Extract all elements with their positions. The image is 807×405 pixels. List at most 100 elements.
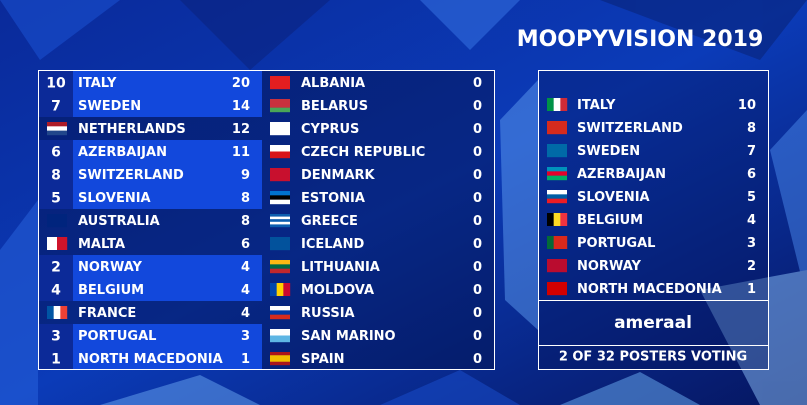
flag: [270, 168, 290, 182]
flag-stripe: [270, 268, 290, 274]
country-name: SLOVENIA: [577, 190, 650, 205]
flag: [270, 145, 290, 159]
points-badge: [39, 324, 73, 347]
row-background: [39, 209, 262, 232]
flag-stripe: [270, 214, 290, 217]
flag: [547, 98, 568, 111]
points-badge: [39, 140, 73, 163]
country-name: ALBANIA: [301, 76, 365, 91]
score-row: 2 NORWAY 4: [39, 255, 262, 278]
score-row: ALBANIA 0: [262, 71, 494, 94]
score-row: CZECH REPUBLIC 0: [262, 140, 494, 163]
row-background: [262, 301, 494, 324]
flag-stripe: [270, 191, 290, 196]
points-badge: [39, 278, 73, 301]
points-received: 2: [51, 260, 61, 276]
total-points: 0: [473, 237, 482, 252]
total-points: 0: [473, 306, 482, 321]
score-row: BELARUS 0: [262, 94, 494, 117]
country-name: NORTH MACEDONIA: [577, 282, 722, 297]
score-row: DENMARK 0: [262, 163, 494, 186]
points-given: 5: [747, 190, 756, 205]
country-name: GREECE: [301, 214, 358, 229]
row-background: [262, 347, 494, 370]
total-points: 0: [473, 283, 482, 298]
flag-stripe: [547, 144, 567, 158]
vote-row: NORWAY 2: [547, 259, 756, 274]
points-received: 8: [51, 168, 61, 184]
row-background: [39, 347, 262, 370]
score-row: 3 PORTUGAL 3: [39, 324, 262, 347]
flag-stripe: [270, 122, 290, 136]
flag-stripe: [547, 198, 567, 204]
flag-stripe: [270, 199, 290, 205]
row-background: [39, 94, 262, 117]
flag-stripe: [47, 130, 67, 136]
country-name: AZERBAIJAN: [78, 145, 167, 160]
flag: [47, 214, 67, 228]
flag-stripe: [270, 219, 290, 222]
country-name: MALTA: [78, 237, 125, 252]
country-name: AUSTRALIA: [78, 214, 160, 229]
vote-row: ITALY 10: [547, 98, 756, 113]
row-background: [39, 186, 262, 209]
country-name: BELGIUM: [577, 213, 643, 228]
country-name: SWITZERLAND: [78, 168, 184, 183]
flag-stripe: [270, 361, 290, 366]
points-given: 3: [747, 236, 756, 251]
row-background: [262, 209, 494, 232]
total-points: 8: [241, 191, 250, 206]
flag: [547, 236, 568, 249]
country-name: BELARUS: [301, 99, 368, 114]
flag: [270, 191, 290, 205]
flag: [547, 121, 567, 135]
flag-stripe: [547, 121, 567, 135]
country-name: SWEDEN: [577, 144, 640, 159]
score-row: 8 SWITZERLAND 9: [39, 163, 262, 186]
flag-stripe: [270, 260, 290, 265]
flag-stripe: [276, 283, 284, 296]
score-row: 6 AZERBAIJAN 11: [39, 140, 262, 163]
score-row: CYPRUS 0: [262, 117, 494, 140]
total-points: 14: [232, 99, 250, 114]
flag-stripe: [547, 282, 567, 296]
flag: [270, 352, 290, 366]
score-row: 5 SLOVENIA 8: [39, 186, 262, 209]
flag-stripe: [57, 237, 68, 250]
score-row: ICELAND 0: [262, 232, 494, 255]
flag-stripe: [547, 98, 554, 111]
flag-stripe: [47, 214, 67, 228]
row-background: [262, 117, 494, 140]
points-received: 7: [51, 99, 61, 115]
points-given: 6: [747, 167, 756, 182]
flag: [547, 282, 567, 296]
score-row: MOLDOVA 0: [262, 278, 494, 301]
points-received: 6: [51, 145, 61, 161]
points-badge: [39, 94, 73, 117]
vote-row: BELGIUM 4: [547, 213, 756, 228]
row-background: [262, 324, 494, 347]
row-background: [39, 255, 262, 278]
country-name: NORWAY: [577, 259, 642, 274]
flag-stripe: [270, 151, 290, 159]
score-row: 4 BELGIUM 4: [39, 278, 262, 301]
row-background: [262, 140, 494, 163]
row-background: [39, 278, 262, 301]
votes-panel: ITALY 10 SWITZERLAND 8 SWEDEN 7 AZERBAIJAN 6 SLO…: [547, 98, 756, 297]
country-name: NORWAY: [78, 260, 143, 275]
row-background: [262, 94, 494, 117]
score-row: LITHUANIA 0: [262, 255, 494, 278]
flag: [270, 99, 290, 113]
flag-stripe: [547, 167, 567, 172]
score-row: MALTA 6: [39, 232, 262, 255]
flag-stripe: [270, 216, 290, 220]
flag-stripe: [547, 175, 567, 181]
flag: [547, 167, 567, 181]
flag: [547, 144, 567, 158]
flag: [270, 329, 290, 343]
flag-stripe: [270, 224, 290, 228]
flag-stripe: [270, 306, 290, 311]
